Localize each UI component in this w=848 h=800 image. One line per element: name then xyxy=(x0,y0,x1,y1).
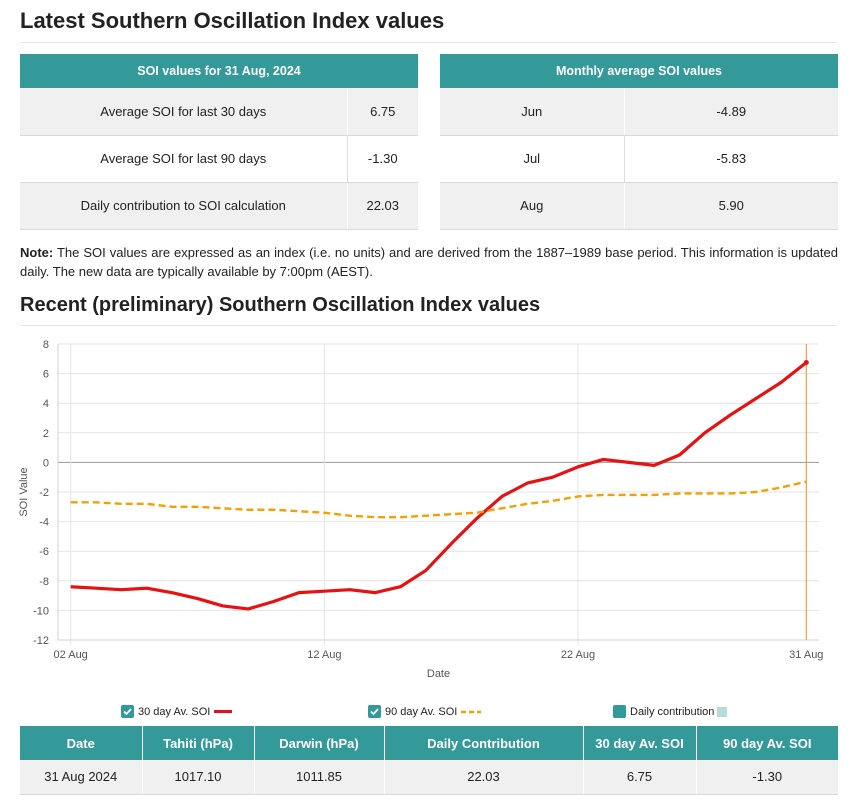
legend-label: Daily contribution xyxy=(630,705,715,718)
cell-30day: 6.75 xyxy=(582,760,696,795)
month-value: -4.89 xyxy=(623,88,838,136)
soi-row-label: Average SOI for last 30 days xyxy=(20,88,347,136)
y-tick-label: 2 xyxy=(43,428,49,440)
soi-line-chart: 8 6 4 2 0 -2 -4 -6 -8 -10 -12 02 Aug 12 Aug 22 Aug 31 … xyxy=(18,339,823,680)
monthly-table-header: Monthly average SOI values xyxy=(440,54,838,88)
y-tick-label: 4 xyxy=(43,398,49,410)
table-row: 31 Aug 2024 1017.10 1011.85 22.03 6.75 -… xyxy=(20,760,838,795)
legend-item-90day[interactable]: 90 day Av. SOI xyxy=(368,705,482,718)
y-tick-label: 0 xyxy=(43,457,49,469)
y-tick-label: -6 xyxy=(39,546,49,558)
col-header: Date xyxy=(20,726,142,760)
soi-row-value: 6.75 xyxy=(346,88,418,136)
data-point xyxy=(803,360,809,365)
y-tick-label: -8 xyxy=(39,576,49,588)
soi-row-value: -1.30 xyxy=(346,135,418,183)
x-tick-label: 12 Aug xyxy=(307,649,341,661)
x-axis-label: Date xyxy=(427,668,450,680)
month-value: 5.90 xyxy=(623,182,838,230)
checkbox-unchecked-icon[interactable] xyxy=(613,705,626,718)
x-tick-label: 22 Aug xyxy=(561,649,595,661)
heading-divider xyxy=(20,325,837,326)
checkbox-checked-icon[interactable] xyxy=(368,705,381,718)
x-tick-label: 31 Aug xyxy=(789,649,823,661)
note-label: Note: xyxy=(20,245,54,260)
series-line-90day xyxy=(70,480,807,519)
legend-label: 30 day Av. SOI xyxy=(138,705,211,718)
soi-row-label: Average SOI for last 90 days xyxy=(20,135,347,183)
soi-row-value: 22.03 xyxy=(346,182,418,230)
col-header: 30 day Av. SOI xyxy=(582,726,696,760)
month-label: Jun xyxy=(440,88,624,136)
note-paragraph: Note: The SOI values are expressed as an… xyxy=(20,243,838,281)
cell-tahiti: 1017.10 xyxy=(141,760,254,795)
col-header: 90 day Av. SOI xyxy=(695,726,838,760)
legend-line-swatch xyxy=(214,710,233,713)
cell-date: 31 Aug 2024 xyxy=(20,760,142,795)
soi-values-table: SOI values for 31 Aug, 2024 Average SOI … xyxy=(20,54,418,230)
cell-darwin: 1011.85 xyxy=(253,760,384,795)
y-tick-label: 6 xyxy=(43,369,49,381)
monthly-soi-table: Monthly average SOI values Jun -4.89 Jul… xyxy=(440,54,838,230)
y-tick-label: -12 xyxy=(33,635,49,647)
month-value: -5.83 xyxy=(623,135,838,183)
series-line-30day xyxy=(70,361,808,611)
legend-dash-swatch xyxy=(461,710,482,713)
y-tick-label: -10 xyxy=(33,605,49,617)
legend-item-30day[interactable]: 30 day Av. SOI xyxy=(121,705,233,718)
month-label: Aug xyxy=(440,182,624,230)
soi-row-label: Daily contribution to SOI calculation xyxy=(20,182,347,230)
heading-divider xyxy=(20,42,837,43)
daily-soi-table: Date Tahiti (hPa) Darwin (hPa) Daily Con… xyxy=(20,726,838,795)
cell-daily-contribution: 22.03 xyxy=(383,760,583,795)
y-tick-label: 8 xyxy=(43,339,49,351)
soi-table-header: SOI values for 31 Aug, 2024 xyxy=(20,54,418,88)
latest-soi-heading: Latest Southern Oscillation Index values xyxy=(20,8,445,33)
y-axis-label: SOI Value xyxy=(18,467,30,516)
recent-soi-heading: Recent (preliminary) Southern Oscillatio… xyxy=(20,294,541,316)
col-header: Daily Contribution xyxy=(383,726,583,760)
note-text: The SOI values are expressed as an index… xyxy=(20,245,838,279)
cell-90day: -1.30 xyxy=(695,760,838,795)
checkbox-checked-icon[interactable] xyxy=(121,705,134,718)
x-tick-label: 02 Aug xyxy=(54,649,88,661)
col-header: Tahiti (hPa) xyxy=(141,726,254,760)
legend-label: 90 day Av. SOI xyxy=(385,705,458,718)
legend-bar-swatch xyxy=(717,706,728,717)
col-header: Darwin (hPa) xyxy=(253,726,384,760)
y-tick-label: -4 xyxy=(39,517,49,529)
y-tick-label: -2 xyxy=(39,487,49,499)
legend-item-daily[interactable]: Daily contribution xyxy=(613,705,728,718)
month-label: Jul xyxy=(440,135,624,183)
